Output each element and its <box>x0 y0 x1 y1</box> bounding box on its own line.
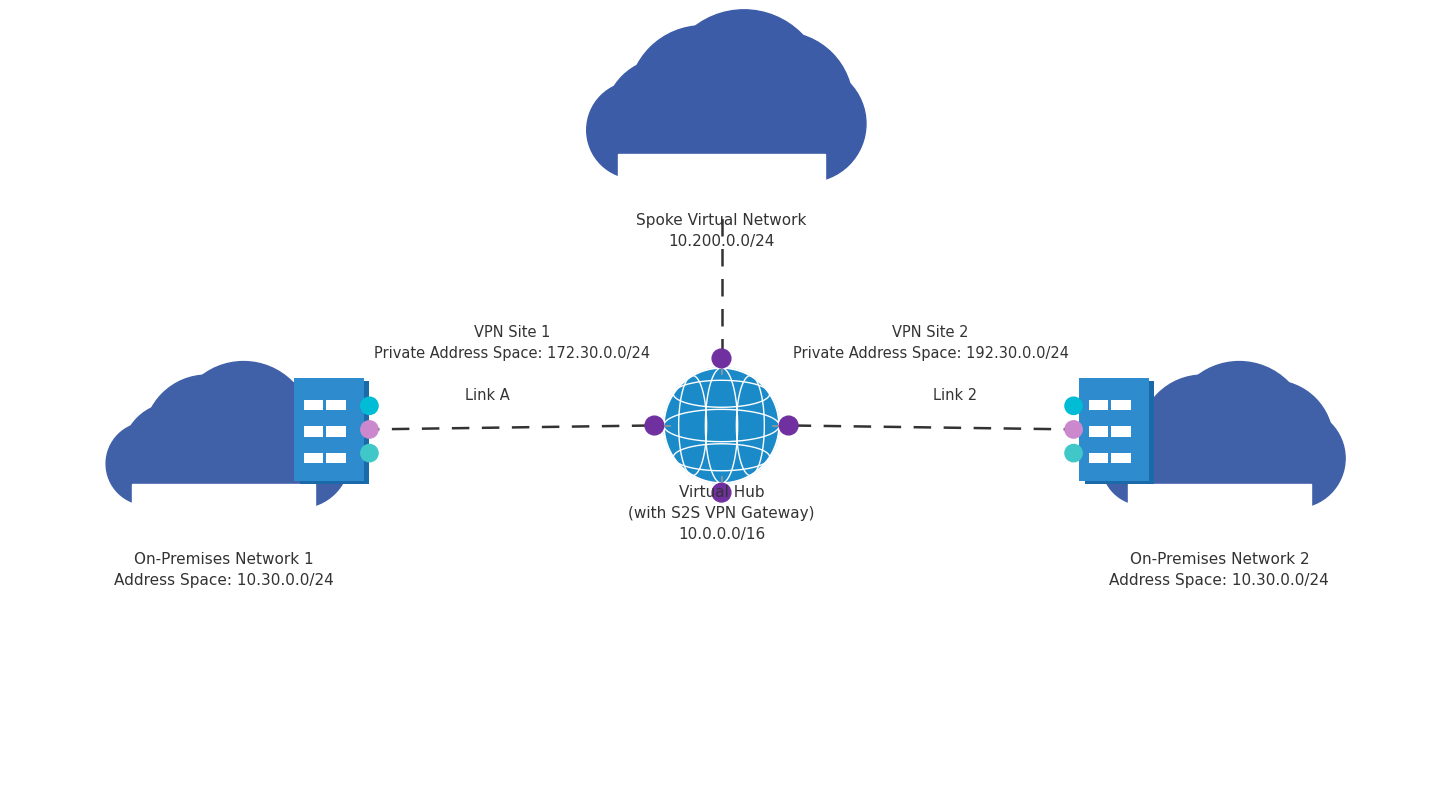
FancyBboxPatch shape <box>304 453 323 463</box>
Text: VPN Site 1
Private Address Space: 172.30.0.0/24: VPN Site 1 Private Address Space: 172.30… <box>374 325 651 361</box>
Ellipse shape <box>664 9 825 172</box>
FancyBboxPatch shape <box>294 378 364 481</box>
Ellipse shape <box>107 422 189 505</box>
Ellipse shape <box>361 397 378 414</box>
Ellipse shape <box>1065 397 1082 414</box>
Ellipse shape <box>1247 409 1345 507</box>
Ellipse shape <box>144 375 270 501</box>
Text: VPN Site 2
Private Address Space: 192.30.0.0/24: VPN Site 2 Private Address Space: 192.30… <box>792 325 1069 361</box>
Ellipse shape <box>251 409 349 507</box>
FancyBboxPatch shape <box>326 400 346 410</box>
FancyBboxPatch shape <box>1085 381 1154 484</box>
FancyBboxPatch shape <box>300 381 369 484</box>
FancyBboxPatch shape <box>326 426 346 437</box>
FancyBboxPatch shape <box>1111 400 1131 410</box>
Ellipse shape <box>1065 421 1082 438</box>
FancyBboxPatch shape <box>1111 453 1131 463</box>
FancyBboxPatch shape <box>1111 426 1131 437</box>
Ellipse shape <box>628 26 778 174</box>
Ellipse shape <box>361 421 378 438</box>
FancyBboxPatch shape <box>1089 426 1108 437</box>
Bar <box>619 154 825 209</box>
FancyBboxPatch shape <box>1089 400 1108 410</box>
Ellipse shape <box>710 32 853 174</box>
Ellipse shape <box>645 416 664 435</box>
Ellipse shape <box>1118 403 1221 506</box>
Text: Virtual Hub
(with S2S VPN Gateway)
10.0.0.0/16: Virtual Hub (with S2S VPN Gateway) 10.0.… <box>628 485 815 541</box>
Ellipse shape <box>664 368 779 483</box>
Ellipse shape <box>779 416 798 435</box>
Ellipse shape <box>587 81 684 179</box>
Text: On-Premises Network 1
Address Space: 10.30.0.0/24: On-Premises Network 1 Address Space: 10.… <box>114 552 333 588</box>
Ellipse shape <box>713 483 732 502</box>
Ellipse shape <box>1140 375 1266 501</box>
Ellipse shape <box>123 403 225 506</box>
Ellipse shape <box>1212 381 1333 501</box>
Text: Link A: Link A <box>465 388 511 403</box>
Bar <box>1128 484 1310 531</box>
FancyBboxPatch shape <box>1079 378 1149 481</box>
Ellipse shape <box>605 58 726 180</box>
Ellipse shape <box>1170 362 1307 499</box>
Ellipse shape <box>749 65 866 182</box>
Bar <box>133 484 315 531</box>
FancyBboxPatch shape <box>1089 453 1108 463</box>
Text: On-Premises Network 2
Address Space: 10.30.0.0/24: On-Premises Network 2 Address Space: 10.… <box>1110 552 1329 588</box>
Ellipse shape <box>216 381 338 501</box>
FancyBboxPatch shape <box>326 453 346 463</box>
Ellipse shape <box>713 349 732 368</box>
Bar <box>141 448 307 495</box>
Bar <box>628 111 815 166</box>
Ellipse shape <box>175 362 312 499</box>
Text: Link 2: Link 2 <box>934 388 977 403</box>
Ellipse shape <box>1065 444 1082 462</box>
Ellipse shape <box>361 444 378 462</box>
FancyBboxPatch shape <box>304 400 323 410</box>
Text: Spoke Virtual Network
10.200.0.0/24: Spoke Virtual Network 10.200.0.0/24 <box>636 213 807 249</box>
FancyBboxPatch shape <box>304 426 323 437</box>
Ellipse shape <box>1102 422 1185 505</box>
Bar <box>1137 448 1302 495</box>
